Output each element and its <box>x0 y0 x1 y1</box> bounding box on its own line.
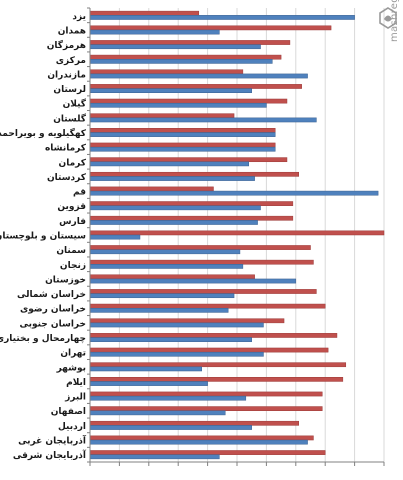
bar-series-2 <box>89 337 252 342</box>
bar-series-2 <box>89 176 255 181</box>
bar-series-1 <box>89 318 285 324</box>
bar-series-2 <box>89 366 202 372</box>
category-label: فارس <box>59 217 86 227</box>
category-label: لرستان <box>53 85 86 95</box>
bar-series-1 <box>89 259 314 265</box>
category-label: ایلام <box>66 378 86 388</box>
category-label: همدان <box>58 26 86 36</box>
category-label: خراسان جنوبی <box>19 319 86 329</box>
bar-series-1 <box>89 362 347 368</box>
bar-series-1 <box>89 215 294 221</box>
category-label: یزد <box>72 12 86 22</box>
bar-series-1 <box>89 347 329 353</box>
category-label: سیستان و بلوچستان <box>0 232 86 242</box>
bar-series-1 <box>89 128 276 133</box>
bar-series-2 <box>89 395 247 401</box>
watermark: mashreghnews.ir <box>373 0 401 134</box>
bar-series-1 <box>89 186 214 192</box>
category-label: کرمان <box>59 158 87 168</box>
bar-series-1 <box>89 171 299 177</box>
bar-series-2 <box>89 425 252 430</box>
bar-series-2 <box>89 307 229 313</box>
bar-series-1 <box>89 450 326 455</box>
bar-series-1 <box>89 391 323 397</box>
bar-series-2 <box>89 44 261 50</box>
bar-series-1 <box>89 333 338 338</box>
bar-series-2 <box>89 88 252 94</box>
bar-series-1 <box>89 377 344 382</box>
bar-series-2 <box>89 264 244 269</box>
bar-series-1 <box>89 406 323 411</box>
bar-series-2 <box>89 410 226 416</box>
watermark-text: mashreghnews.ir <box>389 0 400 42</box>
bar-series-1 <box>89 289 317 294</box>
category-label: خوزستان <box>45 275 86 285</box>
category-label: چهارمحال و بختیاری <box>0 334 86 344</box>
bar-series-2 <box>89 161 250 167</box>
bar-series-2 <box>89 351 264 357</box>
bar-series-1 <box>89 10 200 16</box>
bar-series-2 <box>89 59 273 64</box>
bar-series-2 <box>89 190 379 196</box>
bar-series-1 <box>89 435 314 441</box>
bar-series-1 <box>89 420 299 426</box>
bar-series-2 <box>89 205 261 211</box>
category-label: مرکزی <box>56 56 86 66</box>
bar-series-2 <box>89 73 308 79</box>
bar-series-1 <box>89 54 282 60</box>
category-label: آذربایجان شرقی <box>13 449 87 461</box>
bar-series-2 <box>89 381 208 386</box>
category-label: بوشهر <box>56 363 86 373</box>
bar-series-2 <box>89 293 235 299</box>
category-label: گیلان <box>63 98 87 110</box>
bar-series-2 <box>89 29 220 35</box>
bar-series-1 <box>89 40 291 45</box>
mashregh-logo-icon <box>379 7 397 29</box>
category-label: کهگیلویه و بویراحمد <box>0 127 87 139</box>
category-label: اردبیل <box>58 422 86 432</box>
bar-series-1 <box>89 201 294 206</box>
bar-series-2 <box>89 439 308 445</box>
bar-series-1 <box>89 157 288 163</box>
bar-series-1 <box>89 84 302 89</box>
bar-series-2 <box>89 454 220 460</box>
category-label: گلستان <box>53 112 87 124</box>
category-label: تهران <box>60 349 86 359</box>
category-label: خراسان شمالی <box>17 290 86 300</box>
bar-series-1 <box>89 69 244 75</box>
bar-series-2 <box>89 117 317 123</box>
category-label: کرمانشاه <box>45 144 87 154</box>
bar-series-2 <box>89 15 355 20</box>
bar-series-1 <box>89 230 385 236</box>
bar-series-1 <box>89 113 235 119</box>
bar-series-1 <box>89 98 288 104</box>
bar-series-1 <box>89 303 326 309</box>
bar-series-2 <box>89 278 297 284</box>
bar-series-1 <box>89 274 255 280</box>
category-label: کردستان <box>47 173 87 183</box>
bar-series-2 <box>89 132 276 137</box>
category-label: سمنان <box>56 246 86 256</box>
bar-series-2 <box>89 249 241 255</box>
category-label: اصفهان <box>51 407 86 417</box>
bar-series-2 <box>89 102 267 108</box>
bar-series-1 <box>89 245 311 250</box>
category-label: هرمزگان <box>47 39 86 51</box>
bar-series-2 <box>89 146 276 152</box>
bar-series-1 <box>89 142 276 148</box>
bar-series-2 <box>89 322 264 328</box>
bar-series-2 <box>89 220 258 225</box>
category-label: زنجان <box>60 261 86 271</box>
category-label: قم <box>73 188 86 198</box>
bar-series-2 <box>89 234 141 240</box>
category-label: خراسان رضوی <box>20 305 86 315</box>
category-label: آذربایجان غربی <box>18 435 87 447</box>
category-label: البرز <box>64 393 86 403</box>
category-label: مازندران <box>47 70 86 80</box>
category-label: قزوین <box>57 202 86 212</box>
bar-series-1 <box>89 25 332 31</box>
